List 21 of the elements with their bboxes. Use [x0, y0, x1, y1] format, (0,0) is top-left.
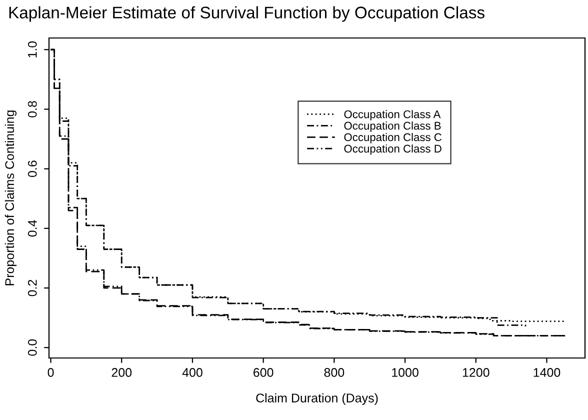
legend-label: Occupation Class C	[344, 132, 442, 144]
legend-label: Occupation Class A	[344, 110, 441, 120]
x-tick-label: 1000	[392, 368, 418, 377]
x-tick-label: 0	[48, 368, 54, 377]
x-tick-label: 1400	[534, 368, 560, 377]
y-tick-label: 0.4	[28, 220, 37, 237]
legend-label: Occupation Class B	[344, 122, 441, 132]
x-tick-label: 400	[182, 368, 202, 377]
legend-label: Occupation Class D	[344, 144, 442, 155]
y-tick-label: 1.0	[28, 41, 37, 58]
y-axis-title: Proportion of Claims Continuing	[4, 110, 17, 286]
y-tick-label: 0.8	[28, 101, 37, 118]
y-tick-label: 0.2	[28, 280, 37, 296]
x-tick-label: 600	[254, 368, 274, 377]
x-tick-label: 1200	[462, 368, 490, 377]
y-tick-label: 0.6	[28, 160, 37, 177]
chart-title: Kaplan-Meier Estimate of Survival Function by Occupation Class	[9, 6, 484, 22]
x-axis-title: Claim Duration (Days)	[256, 393, 378, 405]
y-tick-label: 0.0	[28, 339, 37, 356]
x-tick-label: 200	[112, 368, 132, 377]
x-tick-label: 800	[324, 368, 344, 377]
